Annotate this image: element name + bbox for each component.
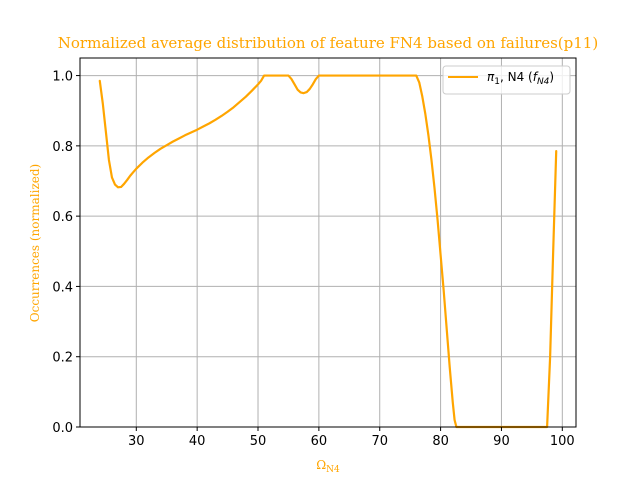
legend: π1, N4 (fN4)	[442, 65, 571, 95]
x-tick-label: 70	[371, 434, 388, 449]
x-tick-label: 60	[311, 434, 328, 449]
axis-ticks: 30 40 50 60 70 80 90 100 0.0 0.2 0.4 0.6 0.8 1.0	[52, 70, 574, 449]
y-tick-label: 0.6	[52, 210, 73, 225]
x-axis-label: ΩN4	[316, 458, 340, 475]
y-axis-label: Occurrences (normalized)	[28, 164, 42, 322]
x-axis-label-subscript: N4	[326, 465, 340, 475]
x-tick-label: 30	[128, 434, 145, 449]
x-tick-label: 90	[493, 434, 510, 449]
y-tick-label: 0.8	[52, 140, 73, 155]
legend-f-subscript: N4	[537, 77, 550, 87]
y-tick-label: 1.0	[52, 70, 73, 85]
series-line	[98, 74, 558, 429]
y-tick-label: 0.4	[52, 280, 73, 295]
legend-box	[442, 65, 571, 95]
chart-title: Normalized average distribution of featu…	[58, 34, 598, 52]
y-tick-label: 0.0	[52, 421, 73, 436]
x-tick-label: 80	[432, 434, 449, 449]
legend-entry: π1, N4 (fN4)	[487, 70, 554, 87]
x-tick-label: 50	[250, 434, 267, 449]
series-line-group	[98, 74, 558, 429]
legend-mid-text: , N4 (	[500, 70, 533, 84]
grid-lines	[80, 58, 576, 428]
y-tick-label: 0.2	[52, 351, 73, 366]
x-tick-label: 40	[189, 434, 206, 449]
x-tick-label: 100	[550, 434, 575, 449]
legend-pi-symbol: π	[487, 70, 495, 84]
x-axis-label-main: Ω	[316, 458, 326, 472]
legend-pi-subscript: 1	[494, 77, 500, 87]
legend-f-symbol: f	[533, 70, 539, 84]
legend-end-text: )	[549, 70, 554, 84]
plot-frame	[79, 57, 577, 428]
